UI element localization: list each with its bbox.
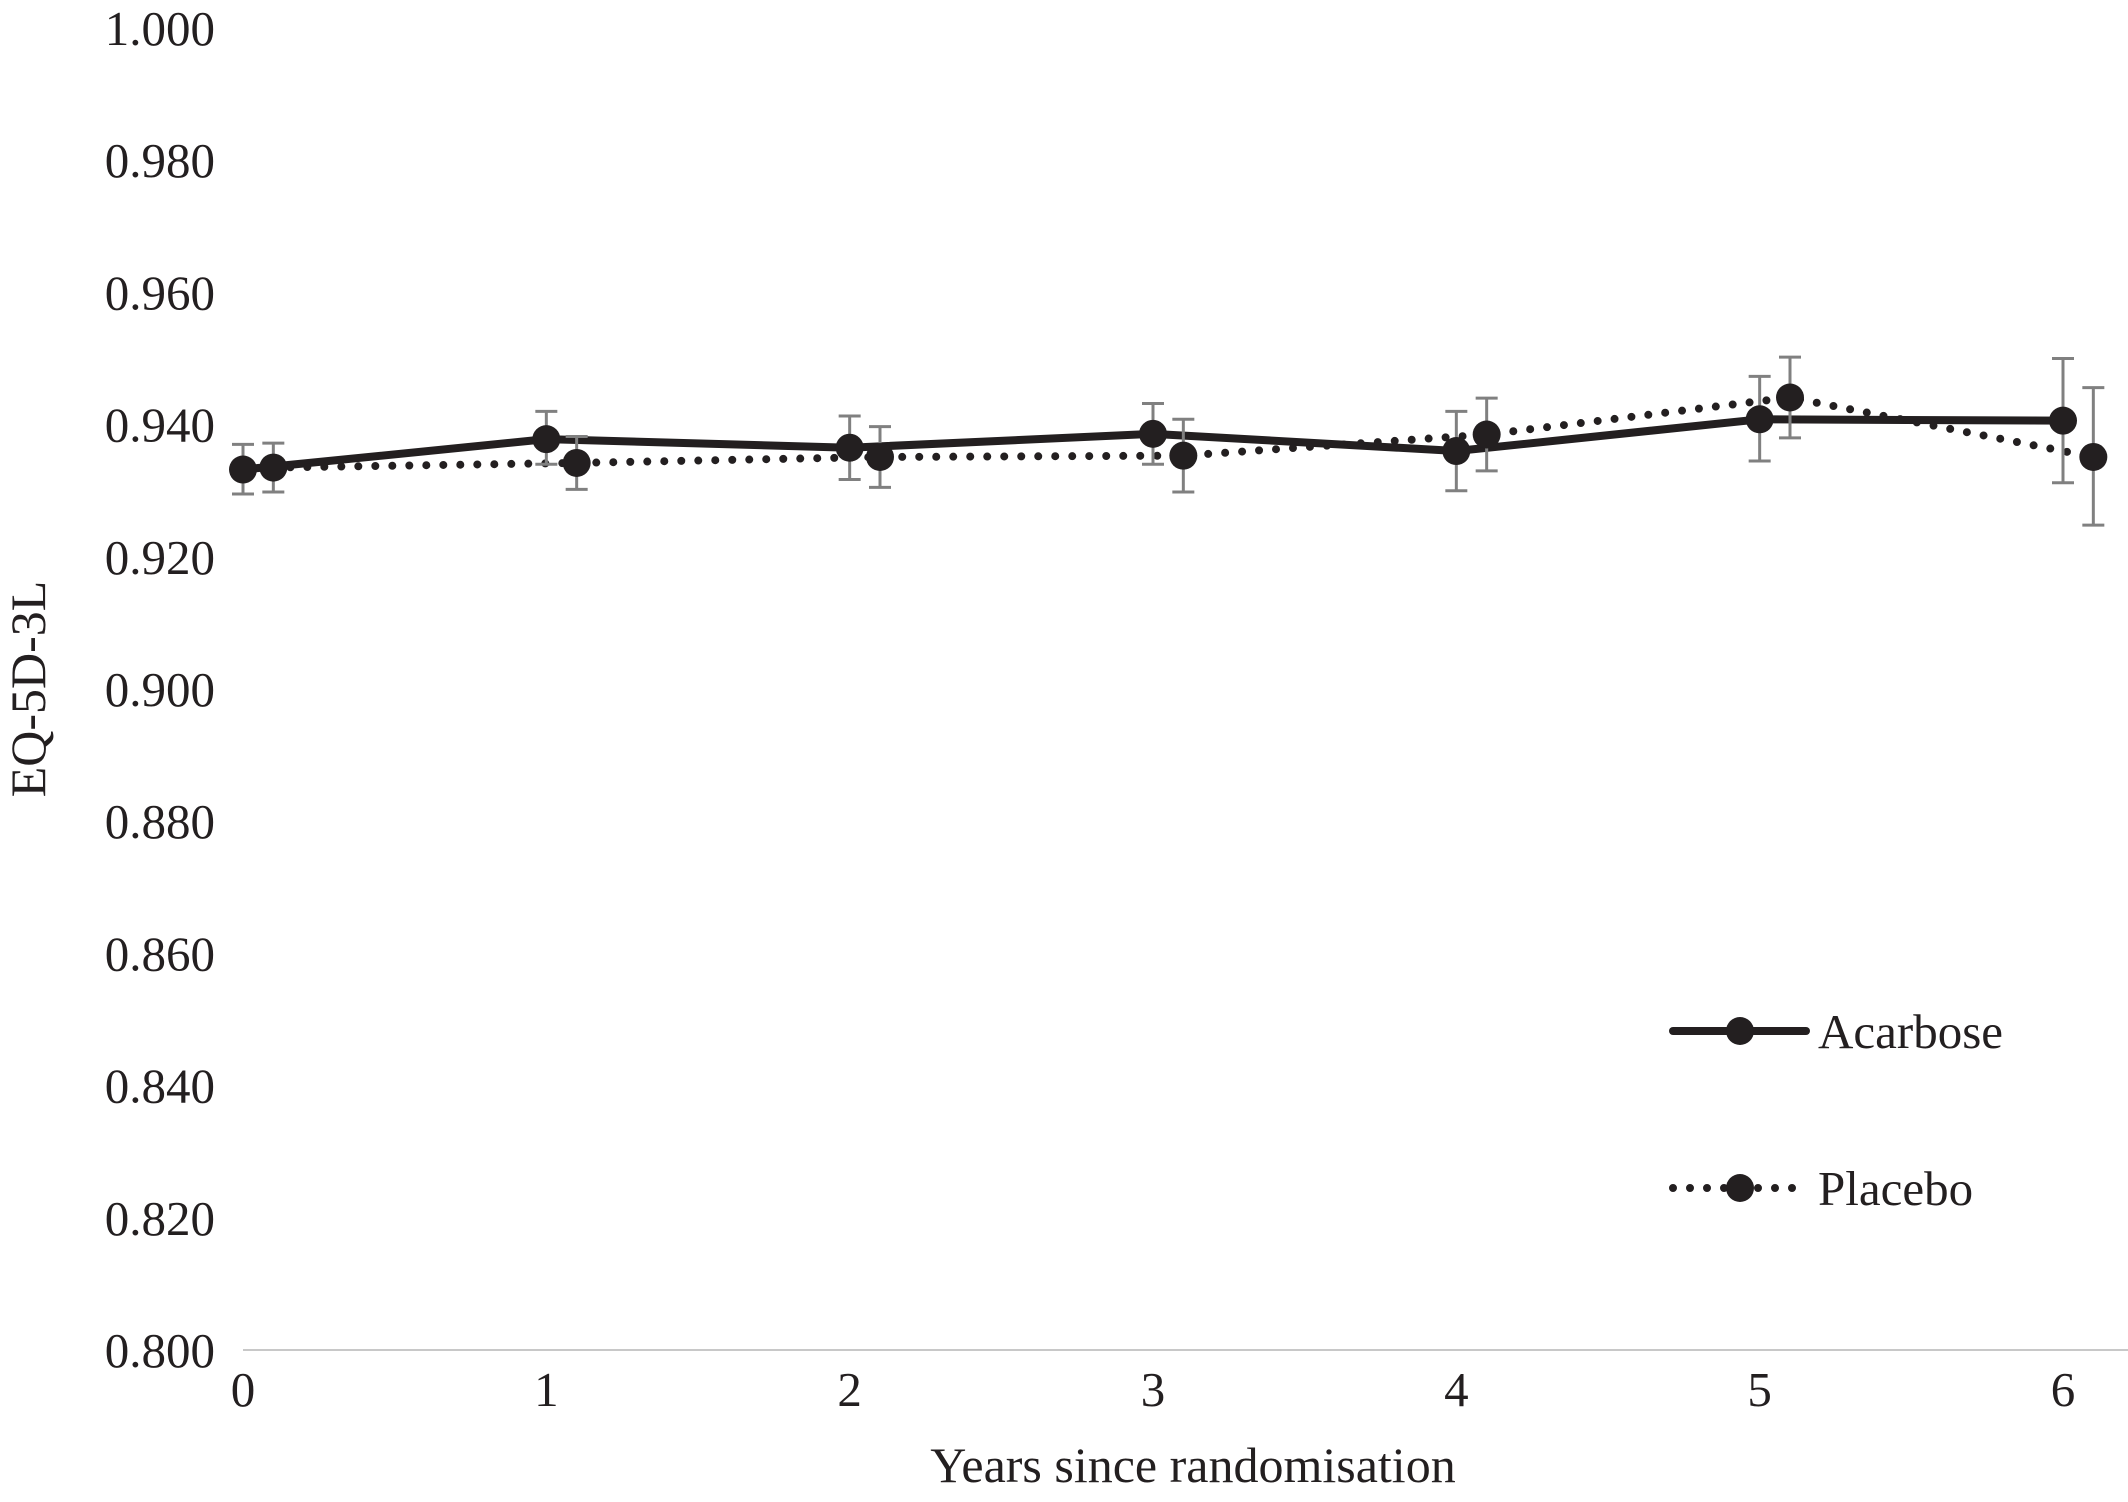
x-axis-tick-labels: 0 1 2 3 4 5 6 (231, 1362, 2076, 1417)
legend-item-placebo: Placebo (1669, 1161, 1973, 1216)
x-tick-label: 6 (2051, 1362, 2076, 1417)
y-tick-label: 0.920 (105, 530, 215, 585)
data-point-acarbose (2049, 406, 2077, 435)
y-axis-tick-labels: 0.800 0.820 0.840 0.860 0.880 0.900 0.920 0.940… (105, 1, 215, 1378)
legend-label: Placebo (1818, 1161, 1973, 1216)
y-tick-label: 0.960 (105, 265, 215, 320)
y-tick-label: 1.000 (105, 1, 215, 56)
x-tick-label: 2 (837, 1362, 862, 1417)
data-point-placebo (2079, 442, 2108, 471)
x-tick-label: 4 (1444, 1362, 1469, 1417)
data-point-placebo (562, 448, 591, 477)
y-tick-label: 0.860 (105, 926, 215, 981)
data-point-placebo (1169, 441, 1198, 470)
y-tick-label: 0.880 (105, 794, 215, 849)
y-axis-title: EQ-5D-3L (0, 581, 56, 798)
x-tick-label: 5 (1747, 1362, 1772, 1417)
legend-item-acarbose: Acarbose (1669, 1004, 2003, 1059)
y-tick-label: 0.840 (105, 1059, 215, 1114)
legend: Acarbose Placebo (1669, 1004, 2003, 1216)
data-point-placebo (1776, 383, 1804, 412)
x-tick-label: 3 (1141, 1362, 1166, 1417)
legend-swatch-marker (1726, 1174, 1754, 1202)
data-point-acarbose (1745, 405, 1774, 434)
data-point-placebo (259, 453, 288, 482)
legend-swatch-marker (1726, 1017, 1754, 1045)
y-tick-label: 0.820 (105, 1191, 215, 1246)
series-lines (239, 393, 2098, 474)
x-axis-title: Years since randomisation (930, 1437, 1455, 1493)
data-point-placebo (1472, 420, 1501, 449)
legend-label: Acarbose (1818, 1004, 2003, 1059)
y-tick-label: 0.940 (105, 398, 215, 453)
x-tick-label: 0 (231, 1362, 256, 1417)
y-tick-label: 0.800 (105, 1323, 215, 1378)
y-tick-label: 0.980 (105, 133, 215, 188)
data-point-acarbose (532, 425, 561, 454)
data-point-acarbose (1139, 419, 1167, 448)
y-tick-label: 0.900 (105, 662, 215, 717)
data-point-placebo (866, 442, 894, 471)
x-tick-label: 1 (534, 1362, 559, 1417)
data-point-markers (229, 383, 2108, 484)
data-point-acarbose (1442, 437, 1471, 466)
data-point-acarbose (835, 433, 864, 462)
data-point-acarbose (229, 455, 257, 484)
